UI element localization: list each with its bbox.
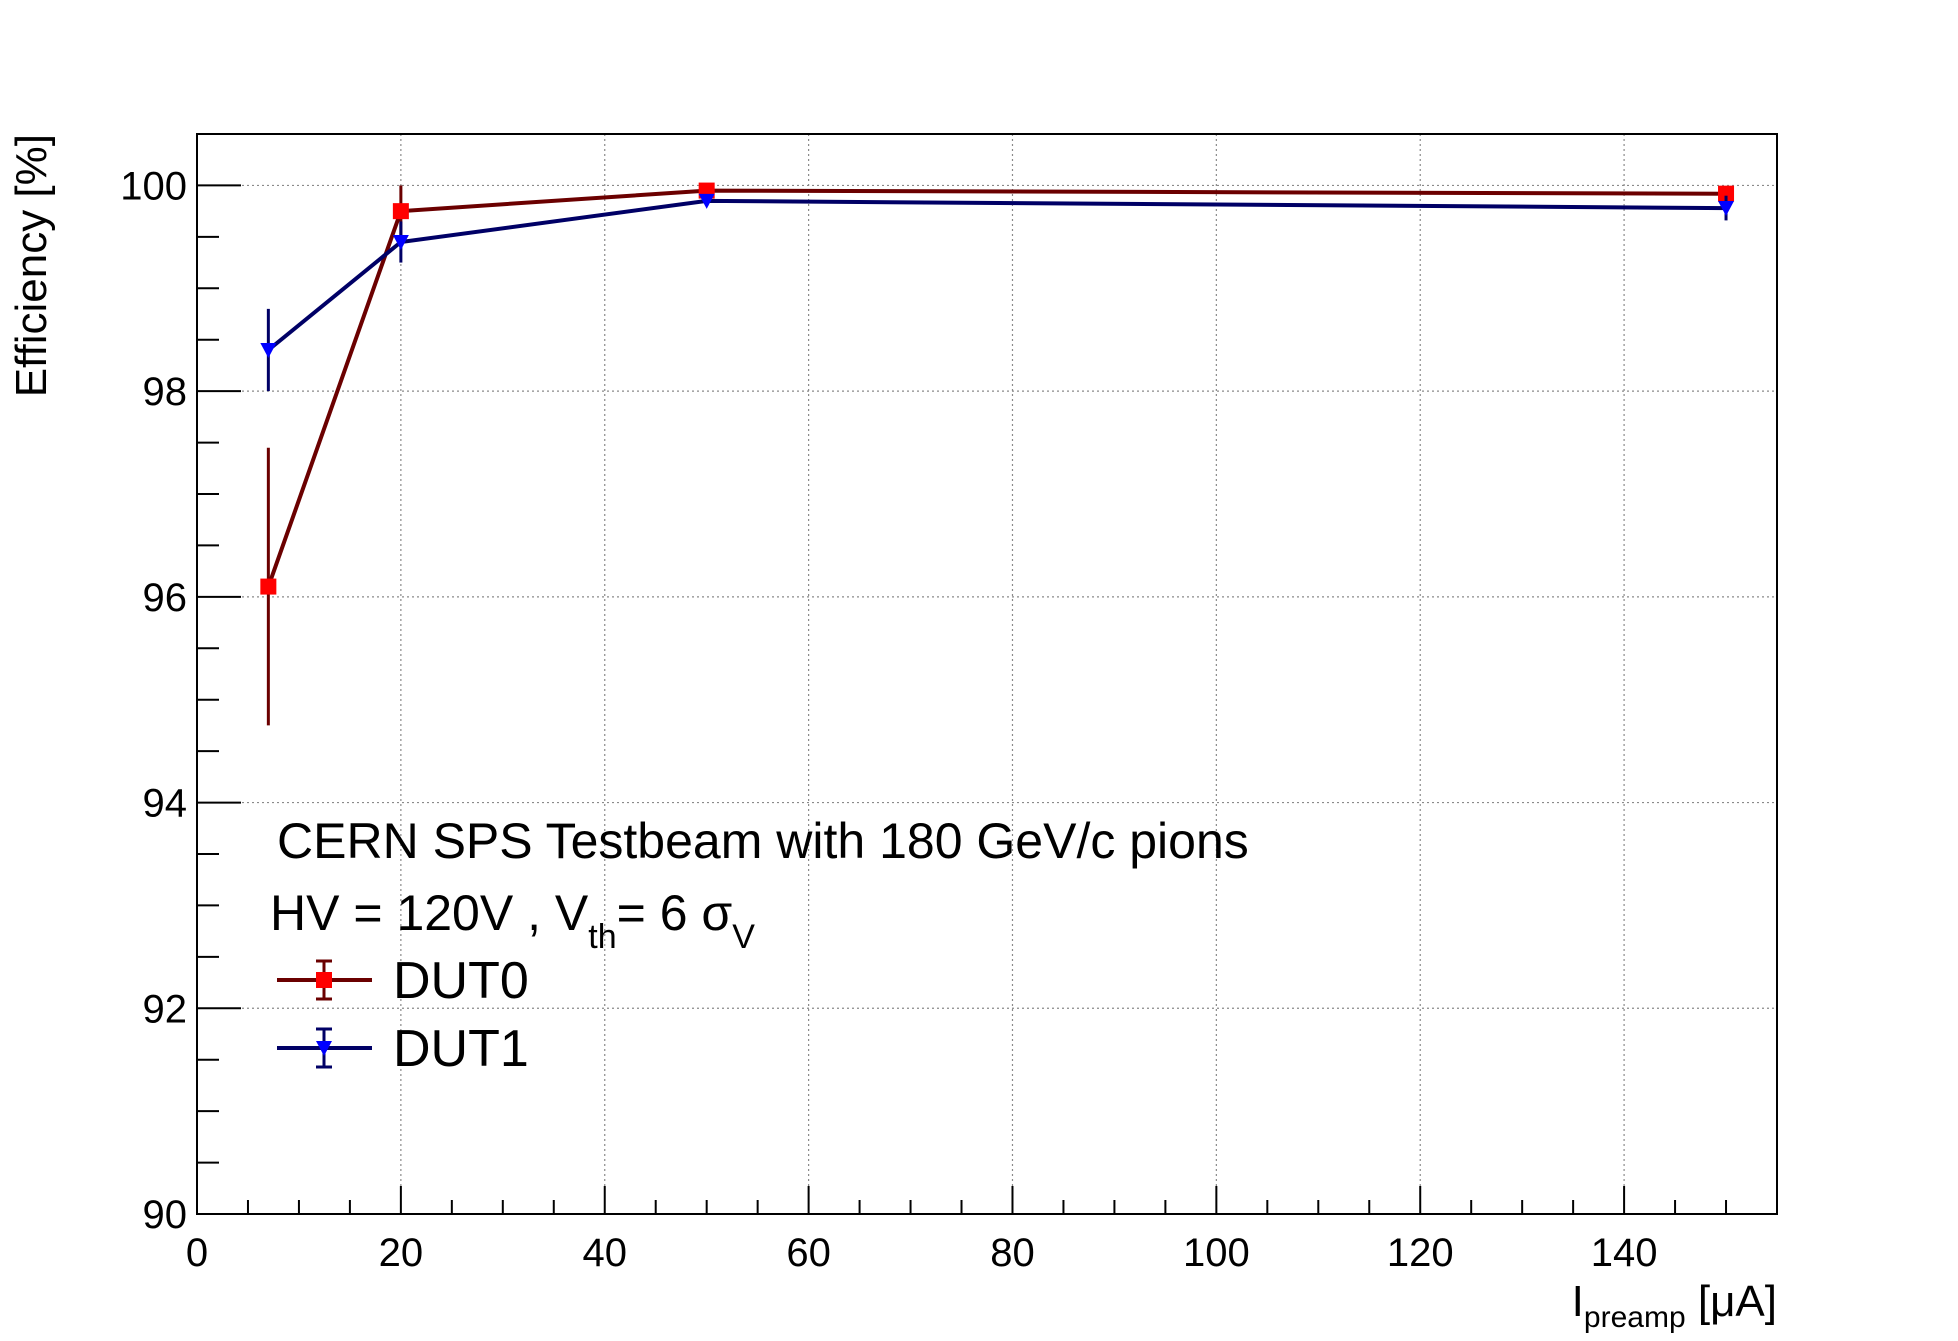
x-tick-label-0: 0 [186, 1231, 208, 1275]
annotation-line2-sub2: V [732, 918, 755, 956]
y-tick-label-100: 100 [120, 164, 187, 208]
y-tick-label-92: 92 [143, 987, 188, 1031]
series-layer [260, 182, 1735, 726]
legend-entry-dut1: DUT1 [277, 1020, 529, 1078]
annotation-line2-b: = 6 σ [617, 885, 733, 941]
x-tick-label-100: 100 [1183, 1231, 1250, 1275]
data-point-dut1-3 [1718, 201, 1735, 217]
legend-marker-dut0 [316, 972, 332, 988]
annotation-line2-sub1: th [588, 918, 616, 956]
x-axis-title-main: I [1572, 1277, 1584, 1326]
series-line-dut1 [267, 198, 1727, 352]
data-point-dut1-2 [698, 193, 715, 209]
series-dut1 [260, 193, 1735, 392]
data-point-dut0-0 [260, 578, 277, 595]
series-dut0 [260, 182, 1735, 726]
y-tick-label-98: 98 [143, 370, 188, 414]
y-tick-label-96: 96 [143, 576, 188, 620]
legend-label-dut1: DUT1 [393, 1020, 529, 1078]
data-point-dut0-3 [1718, 185, 1735, 202]
legend-label-dut0: DUT0 [393, 952, 529, 1010]
data-point-dut1-0 [260, 343, 277, 358]
y-axis-title: Efficiency [%] [7, 134, 56, 397]
x-tick-label-20: 20 [379, 1231, 424, 1275]
x-axis-title-unit: [μA] [1686, 1277, 1777, 1326]
x-tick-label-40: 40 [582, 1231, 627, 1275]
x-axis-title-sub: preamp [1584, 1301, 1686, 1334]
legend-entry-dut0: DUT0 [277, 952, 529, 1010]
grid [197, 134, 1777, 1214]
data-point-dut0-1 [392, 203, 409, 220]
y-tick-label-94: 94 [143, 782, 188, 826]
plot-frame [196, 133, 1778, 1215]
x-tick-label-120: 120 [1387, 1231, 1454, 1275]
annotation-line1: CERN SPS Testbeam with 180 GeV/c pions [277, 813, 1249, 869]
annotation-line2: HV = 120V , Vth= 6 σV [270, 885, 755, 956]
x-tick-label-140: 140 [1591, 1231, 1658, 1275]
tick-labels: 0 20 40 60 80 100 120 140 90 92 94 96 98 100 [120, 164, 1657, 1275]
x-axis-title: Ipreamp [μA] [1572, 1277, 1777, 1334]
series-line-dut0 [266, 188, 1727, 588]
legend-marker-dut1 [316, 1041, 332, 1056]
data-point-dut1-1 [392, 235, 409, 250]
annotation-line2-a: HV = 120V , V [270, 885, 589, 941]
x-tick-label-80: 80 [990, 1231, 1035, 1275]
x-tick-label-60: 60 [786, 1231, 831, 1275]
legend: DUT0 DUT1 [277, 952, 529, 1078]
y-tick-label-90: 90 [143, 1193, 188, 1237]
